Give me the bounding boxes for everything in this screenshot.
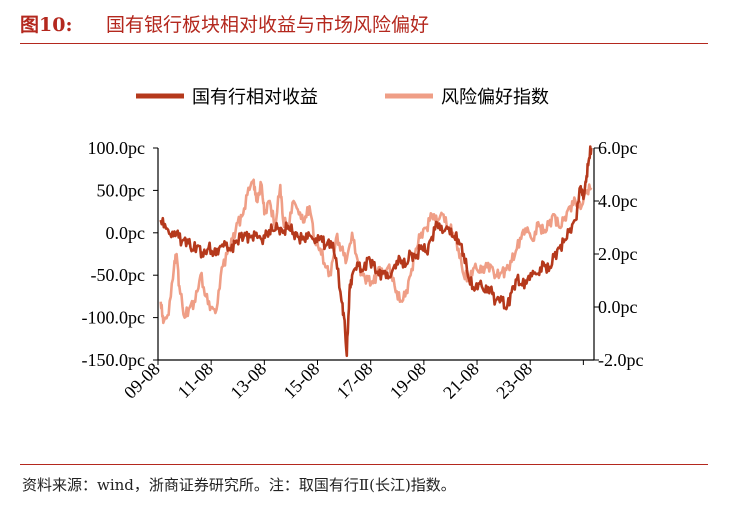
legend: 国有行相对收益 风险偏好指数: [136, 87, 549, 108]
series-line-relative-return: [159, 145, 593, 358]
left-tick-label: -50.0pc: [91, 265, 145, 285]
left-tick-label: -150.0pc: [82, 350, 145, 370]
legend-label: 国有行相对收益: [192, 87, 318, 108]
x-tick-label: 11-08: [174, 359, 217, 402]
x-tick-label: 17-08: [333, 359, 377, 403]
left-tick-label: -100.0pc: [82, 308, 145, 328]
right-tick-label: 6.0pc: [598, 138, 638, 158]
footnote: 资料来源：wind，浙商证券研究所。注：取国有行Ⅱ(长江)指数。: [22, 476, 456, 494]
top-rule: [20, 43, 708, 44]
right-tick-label: 4.0pc: [598, 191, 638, 211]
legend-label: 风险偏好指数: [441, 87, 549, 108]
x-tick-label: 19-08: [386, 359, 430, 403]
right-tick-label: 2.0pc: [598, 244, 638, 264]
x-tick-label: 23-08: [492, 359, 536, 403]
right-tick-label: -2.0pc: [598, 350, 643, 370]
left-tick-label: 50.0pc: [97, 180, 146, 200]
x-tick-label: 15-08: [280, 359, 324, 403]
left-tick-label: 100.0pc: [88, 138, 146, 158]
bottom-rule: [20, 464, 708, 465]
right-tick-label: 0.0pc: [598, 297, 638, 317]
x-tick-label: 13-08: [226, 359, 270, 403]
axes: 100.0pc 50.0pc 0.0pc -50.0pc -100.0pc -150.0p…: [82, 138, 644, 403]
series-layer: [159, 145, 593, 358]
figure-title: 国有银行板块相对收益与市场风险偏好: [106, 14, 430, 36]
figure-number: 图10:: [20, 14, 73, 36]
series-line-risk-appetite: [159, 178, 593, 325]
left-tick-label: 0.0pc: [106, 223, 146, 243]
x-tick-label: 21-08: [439, 359, 483, 403]
figure-header: 图10: 国有银行板块相对收益与市场风险偏好: [20, 8, 710, 42]
